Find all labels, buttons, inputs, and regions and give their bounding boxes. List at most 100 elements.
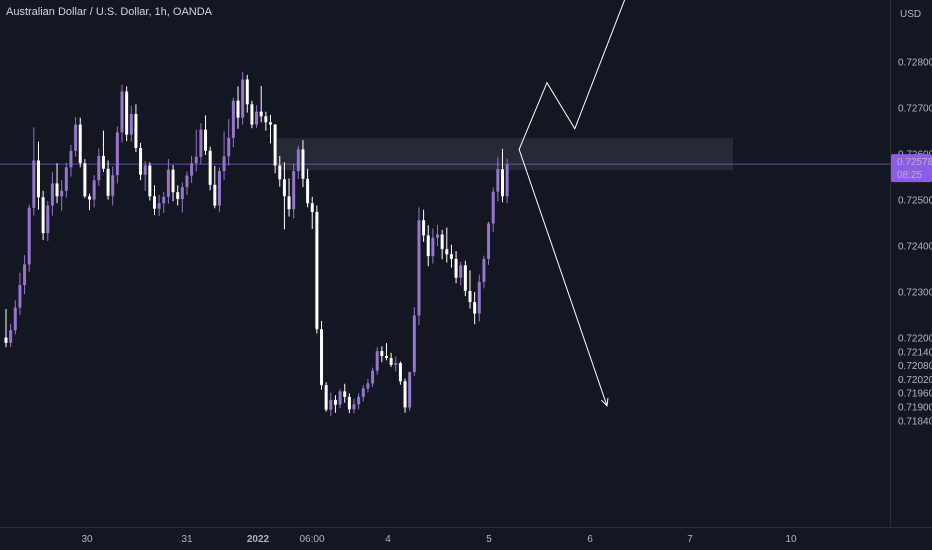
candle[interactable] (115, 126, 119, 184)
time-axis[interactable]: 30 31 2022 06:00 4 5 6 7 10 (81, 534, 797, 545)
candle[interactable] (60, 180, 64, 211)
candle[interactable] (23, 255, 27, 295)
candle[interactable] (50, 171, 54, 216)
candle[interactable] (217, 167, 221, 212)
candle[interactable] (41, 190, 45, 241)
candle[interactable] (315, 205, 319, 334)
candle[interactable] (282, 162, 286, 230)
candle[interactable] (101, 130, 105, 172)
candle[interactable] (287, 178, 291, 217)
candle[interactable] (268, 114, 272, 144)
candle[interactable] (227, 119, 231, 166)
candle[interactable] (292, 164, 296, 219)
candle[interactable] (338, 389, 342, 409)
candle[interactable] (394, 356, 398, 372)
candle[interactable] (111, 166, 115, 206)
candle[interactable] (375, 347, 379, 375)
candle[interactable] (306, 168, 310, 208)
candle[interactable] (259, 85, 263, 123)
candle[interactable] (273, 124, 277, 174)
candle[interactable] (9, 323, 13, 348)
candle[interactable] (463, 260, 467, 297)
candle[interactable] (162, 191, 166, 213)
candle[interactable] (27, 204, 31, 272)
candle[interactable] (477, 274, 481, 322)
candle[interactable] (389, 352, 393, 367)
candle[interactable] (139, 142, 143, 181)
candle[interactable] (125, 86, 129, 142)
candle[interactable] (152, 185, 156, 216)
candle[interactable] (436, 224, 440, 246)
candle[interactable] (412, 307, 416, 376)
candle[interactable] (4, 309, 8, 348)
projection-down-path[interactable] (518, 149, 608, 407)
candle[interactable] (176, 185, 180, 206)
candle[interactable] (366, 378, 370, 393)
candle[interactable] (333, 395, 337, 413)
candle[interactable] (468, 270, 472, 309)
candle[interactable] (78, 117, 82, 168)
candle[interactable] (264, 111, 268, 131)
candle[interactable] (301, 140, 305, 188)
candle[interactable] (13, 300, 17, 335)
candle[interactable] (380, 346, 384, 363)
candle[interactable] (347, 393, 351, 414)
candle[interactable] (371, 367, 375, 387)
candle[interactable] (88, 193, 92, 211)
candle[interactable] (204, 115, 208, 155)
candle[interactable] (505, 158, 509, 204)
resistance-zone[interactable] (277, 137, 733, 171)
candle[interactable] (500, 148, 504, 203)
candle[interactable] (129, 105, 133, 142)
candle[interactable] (55, 163, 59, 204)
candle[interactable] (36, 141, 40, 210)
candle[interactable] (148, 162, 152, 201)
candle[interactable] (190, 155, 194, 183)
candle[interactable] (222, 131, 226, 180)
candle[interactable] (231, 97, 235, 148)
candle[interactable] (180, 182, 184, 213)
candle[interactable] (440, 229, 444, 260)
candle[interactable] (357, 393, 361, 410)
candle[interactable] (250, 100, 254, 129)
candle[interactable] (482, 255, 486, 289)
candle[interactable] (245, 74, 249, 113)
candle[interactable] (384, 343, 388, 361)
projection-up-path[interactable] (518, 0, 640, 150)
candle[interactable] (361, 384, 365, 402)
candle[interactable] (46, 200, 50, 241)
candle[interactable] (83, 159, 87, 199)
candle[interactable] (417, 207, 421, 326)
candle[interactable] (487, 221, 491, 265)
candle[interactable] (199, 123, 203, 165)
candle[interactable] (134, 104, 138, 153)
candle[interactable] (185, 171, 189, 195)
candle[interactable] (213, 165, 217, 209)
candle[interactable] (255, 105, 259, 128)
candle[interactable] (241, 72, 245, 125)
candle[interactable] (69, 144, 73, 177)
candle[interactable] (32, 127, 36, 216)
candle[interactable] (454, 251, 458, 284)
candle[interactable] (296, 145, 300, 180)
candle[interactable] (496, 157, 500, 202)
candle[interactable] (92, 175, 96, 208)
price-axis[interactable]: 0.728000.727000.726000.725000.724000.723… (898, 58, 932, 428)
candle[interactable] (18, 272, 22, 315)
candle[interactable] (459, 261, 463, 286)
candle[interactable] (278, 155, 282, 187)
candle[interactable] (208, 146, 212, 191)
candle[interactable] (398, 361, 402, 385)
candle[interactable] (106, 160, 110, 200)
candle[interactable] (166, 159, 170, 204)
candle[interactable] (64, 162, 68, 198)
candle[interactable] (426, 225, 430, 267)
candle[interactable] (236, 86, 240, 129)
candle[interactable] (329, 392, 333, 417)
candle[interactable] (449, 244, 453, 268)
candle[interactable] (143, 160, 147, 191)
candle[interactable] (491, 187, 495, 232)
candle[interactable] (324, 382, 328, 412)
candle[interactable] (473, 292, 477, 325)
candle[interactable] (352, 398, 356, 414)
